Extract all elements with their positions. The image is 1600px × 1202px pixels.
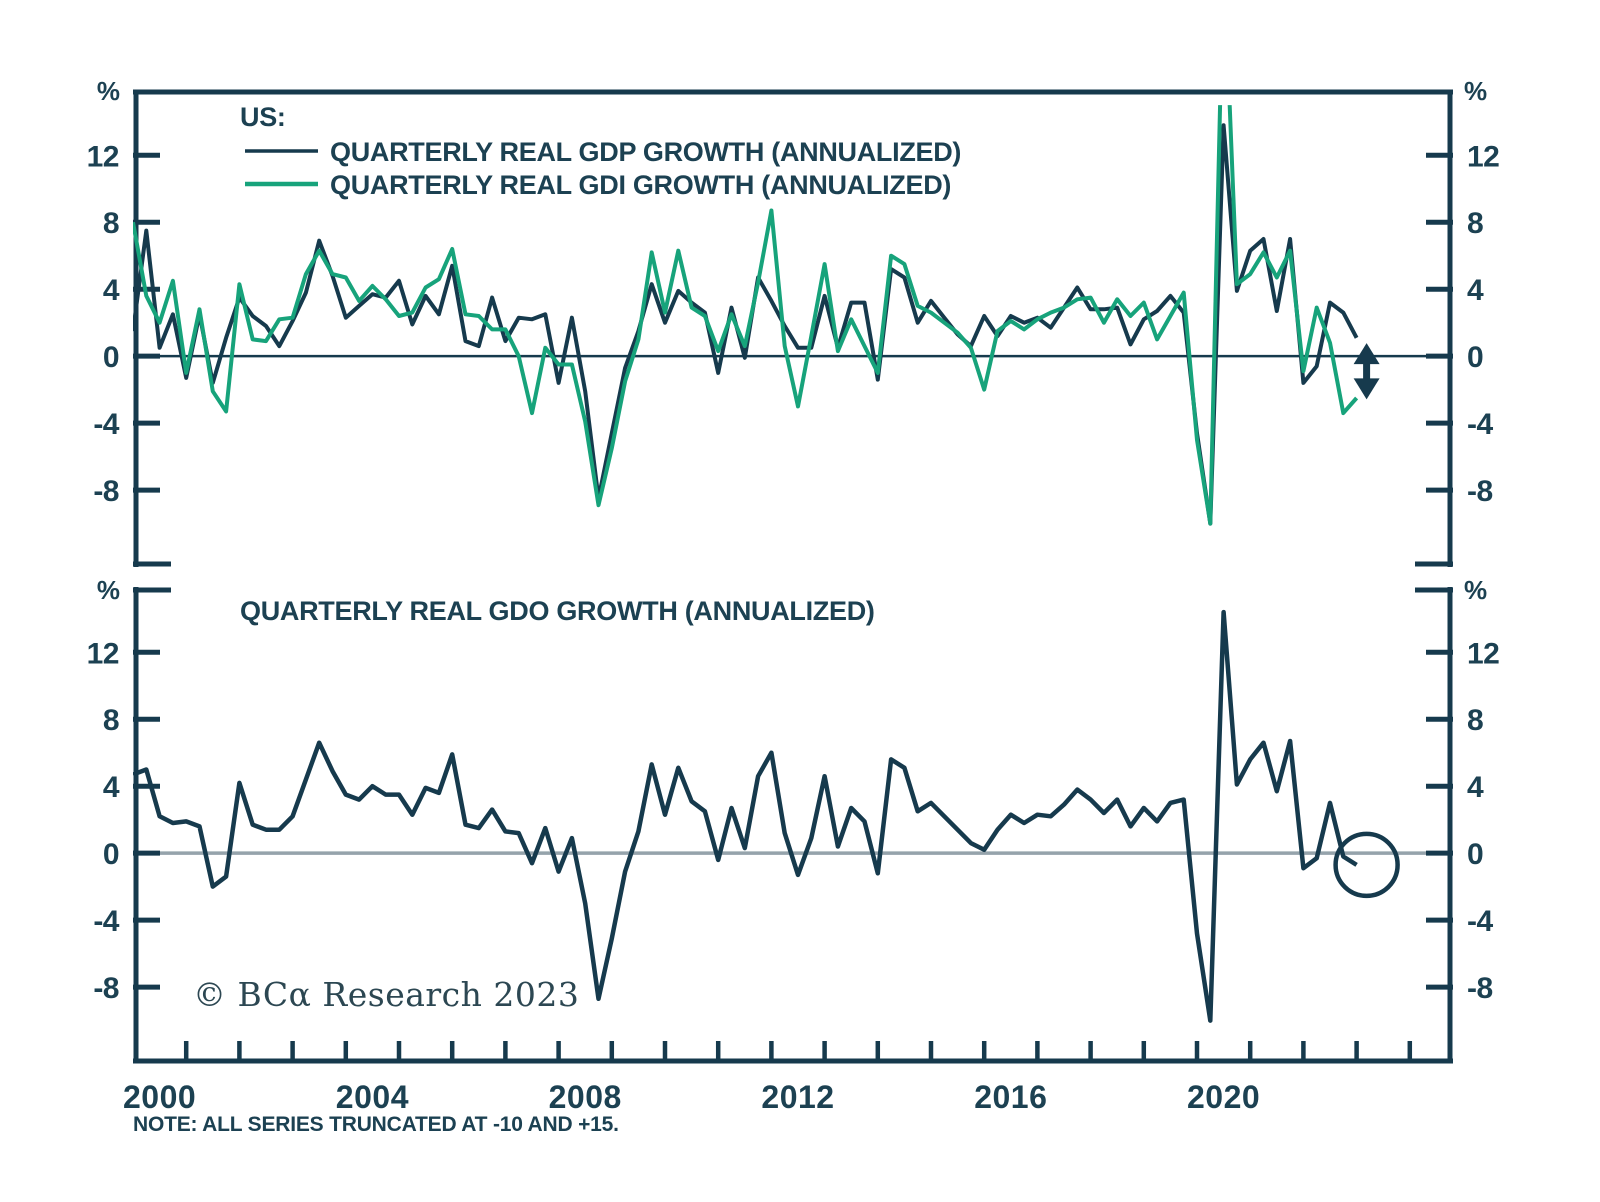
top-panel-ytick-label-right: 4	[1467, 274, 1484, 307]
year-label: 2016	[974, 1079, 1047, 1115]
bottom-panel-ytick-label-right: 12	[1467, 637, 1499, 670]
year-label: 2008	[549, 1079, 622, 1115]
bottom-panel-ytick-label-left: -4	[93, 905, 119, 938]
footnote-text: NOTE: ALL SERIES TRUNCATED AT -10 AND +1…	[133, 1113, 619, 1136]
uncertainty-double-arrow	[1353, 343, 1380, 400]
top-panel-ytick-label-left: 4	[103, 274, 120, 307]
chart-annotations	[1333, 343, 1400, 899]
year-label: 2012	[761, 1079, 834, 1115]
bottom-panel-ytick-label-right: 4	[1467, 771, 1484, 804]
year-label: 2020	[1187, 1079, 1260, 1115]
percent-label-top-left: %	[97, 76, 120, 106]
bottom-panel-ytick-label-right: -4	[1467, 905, 1493, 938]
year-label: 2000	[123, 1079, 196, 1115]
bottom-panel-ytick-label-left: 0	[103, 838, 119, 871]
bottom-panel-ytick-label-right: -8	[1467, 972, 1493, 1005]
top-panel-ytick-label-left: 8	[103, 207, 119, 240]
percent-label-bottom-left: %	[97, 575, 120, 605]
gdo-growth-line	[133, 609, 1358, 1023]
percent-label-bottom-right: %	[1464, 575, 1487, 605]
bottom-panel-ytick-label-left: -8	[93, 972, 119, 1005]
legend-country-label: US:	[240, 102, 286, 132]
gdp-growth-line	[133, 123, 1359, 526]
bottom-panel-ytick-label-left: 8	[103, 704, 119, 737]
top-panel-ytick-label-left: 12	[87, 140, 119, 173]
top-panel-ytick-label-right: 12	[1467, 140, 1499, 173]
bottom-panel-ytick-label-left: 4	[103, 771, 120, 804]
top-panel-ytick-label-left: 0	[103, 341, 119, 374]
top-panel-ytick-label-right: 8	[1467, 207, 1483, 240]
panel-frames	[133, 89, 1453, 1064]
year-label: 2004	[336, 1079, 409, 1115]
legend-gdp-label: QUARTERLY REAL GDP GROWTH (ANNUALIZED)	[330, 137, 961, 167]
axis-tick-labels: 12 12 8 8 4 4 0 0 -4 -4 -8 -8 12 12 8 8 4 4 0 0 -4 -4 -8 -8 2000…	[87, 140, 1500, 1115]
top-panel-ytick-label-left: -8	[93, 475, 119, 508]
top-panel-ytick-label-left: -4	[93, 408, 119, 441]
gdi-growth-line	[133, 105, 1359, 526]
top-panel-ytick-label-right: -4	[1467, 408, 1493, 441]
top-panel-ytick-label-right: 0	[1467, 341, 1483, 374]
bottom-panel-ytick-label-right: 0	[1467, 838, 1483, 871]
bottom-panel-ytick-label-left: 12	[87, 637, 119, 670]
latest-value-highlight-circle	[1333, 831, 1400, 899]
legend: US: QUARTERLY REAL GDP GROWTH (ANNUALIZE…	[240, 102, 961, 200]
bottom-panel-title: QUARTERLY REAL GDO GROWTH (ANNUALIZED)	[240, 596, 875, 626]
copyright-text: © BCα Research 2023	[193, 975, 579, 1014]
bottom-panel-ytick-label-right: 8	[1467, 704, 1483, 737]
top-panel-ytick-label-right: -8	[1467, 475, 1493, 508]
percent-label-top-right: %	[1464, 76, 1487, 106]
series-lines	[133, 105, 1359, 1023]
legend-gdi-label: QUARTERLY REAL GDI GROWTH (ANNUALIZED)	[330, 170, 951, 200]
